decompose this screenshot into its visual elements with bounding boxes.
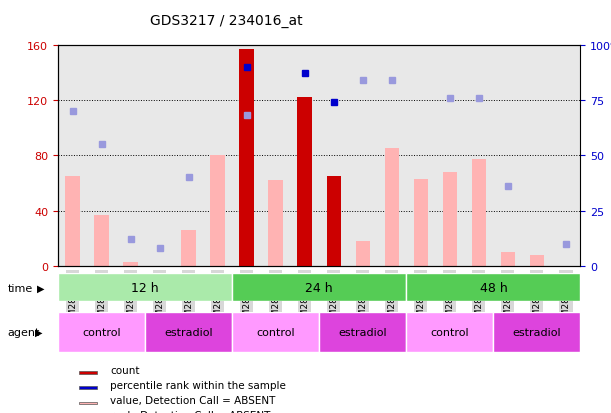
Bar <box>79 387 97 389</box>
Text: count: count <box>110 365 140 375</box>
Bar <box>406 273 580 301</box>
Bar <box>384 149 399 266</box>
Bar <box>240 50 254 266</box>
Text: time: time <box>7 283 32 293</box>
Bar <box>442 173 457 266</box>
Text: GDS3217 / 234016_at: GDS3217 / 234016_at <box>150 14 302 28</box>
Bar <box>94 215 109 266</box>
Bar <box>79 401 97 404</box>
Text: control: control <box>82 327 121 337</box>
Bar <box>530 255 544 266</box>
Text: estradiol: estradiol <box>513 327 562 337</box>
Text: 24 h: 24 h <box>306 281 333 294</box>
Bar <box>232 273 406 301</box>
Bar <box>232 313 320 352</box>
Bar <box>494 313 580 352</box>
Bar <box>79 372 97 374</box>
Text: estradiol: estradiol <box>164 327 213 337</box>
Text: ▶: ▶ <box>37 283 44 293</box>
Bar <box>58 313 145 352</box>
Bar <box>472 160 486 266</box>
Text: 48 h: 48 h <box>480 281 507 294</box>
Bar <box>123 262 138 266</box>
Bar <box>268 181 283 266</box>
Bar <box>500 253 515 266</box>
Bar <box>356 242 370 266</box>
Bar <box>145 313 232 352</box>
Bar <box>406 313 494 352</box>
Text: value, Detection Call = ABSENT: value, Detection Call = ABSENT <box>110 395 276 405</box>
Bar <box>320 313 406 352</box>
Bar <box>58 273 232 301</box>
Text: control: control <box>431 327 469 337</box>
Text: percentile rank within the sample: percentile rank within the sample <box>110 380 286 390</box>
Bar <box>210 156 225 266</box>
Text: ▶: ▶ <box>35 327 42 337</box>
Bar <box>298 98 312 266</box>
Bar <box>181 230 196 266</box>
Text: rank, Detection Call = ABSENT: rank, Detection Call = ABSENT <box>110 410 271 413</box>
Text: estradiol: estradiol <box>338 327 387 337</box>
Text: control: control <box>257 327 295 337</box>
Text: 12 h: 12 h <box>131 281 159 294</box>
Bar <box>65 177 80 266</box>
Bar <box>414 179 428 266</box>
Text: agent: agent <box>7 327 40 337</box>
Bar <box>326 177 341 266</box>
